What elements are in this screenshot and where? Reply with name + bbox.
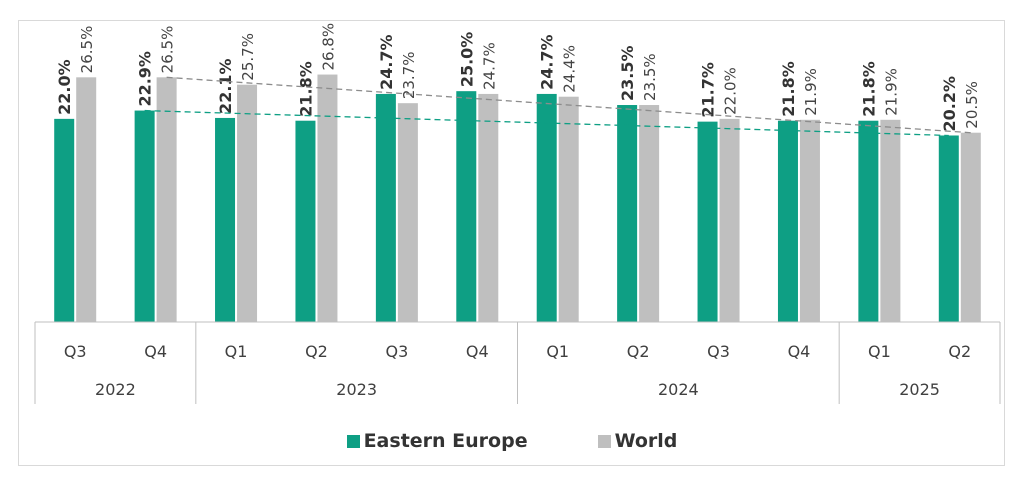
trendline-eastern-europe [144, 109, 949, 137]
data-label-eastern-europe: 22.1% [216, 58, 235, 114]
x-tick-label: Q3 [385, 342, 408, 361]
x-tick-label: Q4 [466, 342, 489, 361]
bar-world[interactable] [397, 103, 418, 322]
x-tick-label: Q2 [627, 342, 650, 361]
data-label-world: 26.5% [159, 26, 177, 74]
data-label-eastern-europe: 24.7% [538, 34, 557, 90]
bar-eastern-europe[interactable] [536, 93, 557, 322]
bar-eastern-europe[interactable] [54, 118, 75, 322]
data-label-eastern-europe: 20.2% [940, 76, 959, 132]
data-label-world: 21.9% [882, 68, 900, 116]
data-label-world: 23.7% [400, 52, 418, 100]
data-label-world: 26.8% [319, 23, 337, 71]
data-label-world: 24.7% [480, 42, 498, 90]
data-label-eastern-europe: 21.8% [296, 61, 315, 117]
bar-world[interactable] [76, 77, 97, 322]
bar-eastern-europe[interactable] [697, 121, 718, 323]
bar-eastern-europe[interactable] [375, 93, 396, 322]
bar-eastern-europe[interactable] [858, 120, 879, 322]
bar-eastern-europe[interactable] [617, 105, 638, 323]
bar-world[interactable] [880, 119, 901, 322]
x-tick-label: Q4 [144, 342, 167, 361]
x-tick-label: Q2 [948, 342, 971, 361]
x-year-label: 2022 [95, 380, 136, 399]
legend-label-eastern-europe: Eastern Europe [363, 430, 528, 452]
x-year-label: 2023 [336, 380, 377, 399]
bar-world[interactable] [156, 77, 177, 322]
data-label-world: 21.9% [802, 68, 820, 116]
chart-frame [18, 20, 1005, 466]
data-label-eastern-europe: 21.8% [779, 61, 798, 117]
legend-item-eastern-europe[interactable]: Eastern Europe [346, 430, 528, 452]
legend-swatch-eastern-europe [346, 434, 360, 448]
chart-legend: Eastern Europe World [0, 428, 1024, 454]
legend-swatch-world [597, 434, 611, 448]
bar-world[interactable] [799, 119, 820, 322]
data-label-world: 25.7% [239, 33, 257, 81]
data-label-world: 24.4% [561, 45, 579, 93]
bar-eastern-europe[interactable] [777, 120, 798, 322]
data-label-eastern-europe: 23.5% [618, 46, 637, 102]
data-label-eastern-europe: 22.0% [55, 59, 74, 115]
bar-world[interactable] [317, 74, 338, 323]
bar-eastern-europe[interactable] [938, 135, 959, 322]
x-year-label: 2024 [658, 380, 699, 399]
bar-eastern-europe[interactable] [134, 110, 155, 322]
bar-world[interactable] [960, 132, 981, 322]
legend-item-world[interactable]: World [597, 430, 678, 452]
bar-world[interactable] [719, 118, 740, 322]
data-label-eastern-europe: 24.7% [377, 34, 396, 90]
x-tick-label: Q2 [305, 342, 328, 361]
data-label-world: 23.5% [641, 53, 659, 101]
data-label-eastern-europe: 21.7% [699, 62, 718, 118]
data-label-world: 22.0% [722, 67, 740, 115]
x-tick-label: Q4 [788, 342, 811, 361]
bar-world[interactable] [237, 84, 258, 322]
data-label-eastern-europe: 22.9% [136, 51, 155, 107]
bar-world[interactable] [558, 96, 579, 322]
x-tick-label: Q1 [225, 342, 248, 361]
bar-eastern-europe[interactable] [295, 120, 316, 322]
bar-world[interactable] [639, 105, 660, 323]
legend-label-world: World [614, 430, 678, 452]
x-tick-label: Q1 [868, 342, 891, 361]
data-label-eastern-europe: 21.8% [859, 61, 878, 117]
x-tick-label: Q1 [546, 342, 569, 361]
bar-world[interactable] [478, 93, 499, 322]
x-year-label: 2025 [899, 380, 940, 399]
data-label-world: 20.5% [963, 81, 981, 129]
trendline-world [166, 76, 971, 134]
x-tick-label: Q3 [707, 342, 730, 361]
bar-eastern-europe[interactable] [456, 91, 477, 323]
bar-eastern-europe[interactable] [215, 117, 236, 323]
data-label-eastern-europe: 25.0% [457, 32, 476, 88]
x-tick-label: Q3 [64, 342, 87, 361]
data-label-world: 26.5% [78, 26, 96, 74]
